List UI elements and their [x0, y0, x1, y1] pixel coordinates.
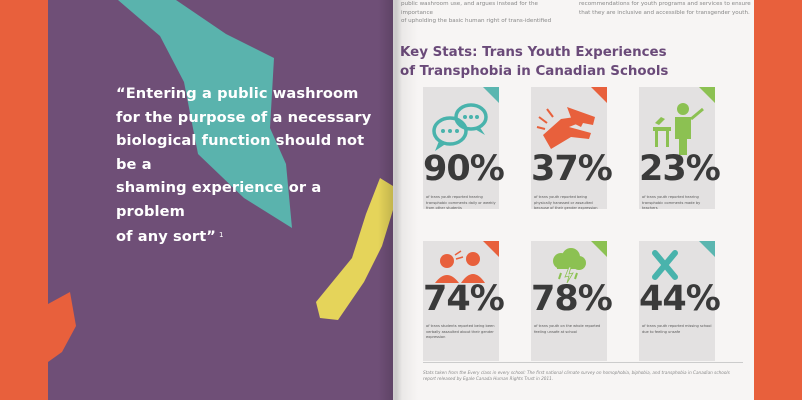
footnote-marker: 1 [218, 230, 224, 239]
verbal-assault-icon [435, 250, 485, 283]
text-line: public washroom use, and argues instead … [401, 1, 538, 16]
text-line: recommendations for youth programs and s… [579, 1, 751, 7]
corner-accent [699, 241, 715, 257]
quote-line: biological function should not be a [116, 132, 365, 173]
stat-description: of trans youth reported missing school d… [642, 324, 712, 334]
footnote-divider [423, 362, 743, 363]
stat-description: of trans youth reported hearing transpho… [642, 195, 701, 211]
stat-description: of trans youth reported hearing transpho… [426, 195, 496, 211]
stat-card: 90% of trans youth reported hearing tran… [423, 87, 505, 211]
orange-shape [48, 292, 76, 362]
pull-quote: “Entering a public washroom for the purp… [116, 82, 386, 248]
corner-accent [591, 241, 607, 257]
teal-shape [118, 0, 292, 228]
page-gutter-shadow [378, 0, 418, 400]
stat-percent: 74% [423, 279, 505, 319]
decorative-shapes [48, 0, 393, 362]
title-line: of Transphobia in Canadian Schools [400, 64, 669, 79]
speech-bubbles-icon [432, 103, 488, 151]
stat-percent: 37% [531, 149, 613, 189]
storm-cloud-icon [553, 248, 586, 283]
yellow-shape [316, 178, 393, 320]
stat-card: 74% of trans students reported being bee… [423, 241, 505, 361]
x-mark-icon [652, 250, 678, 280]
right-page: public washroom use, and argues instead … [393, 0, 754, 400]
stat-percent: 23% [639, 149, 721, 189]
left-page: “Entering a public washroom for the purp… [48, 0, 393, 400]
title-line: Key Stats: Trans Youth Experiences [400, 45, 667, 60]
stat-description: of trans students reported being been ve… [426, 324, 495, 340]
quote-line: for the purpose of a necessary [116, 108, 372, 126]
corner-accent [699, 87, 715, 103]
magazine-spread: “Entering a public washroom for the purp… [48, 0, 754, 400]
hand-grab-icon [536, 107, 595, 149]
quote-line-text: of any sort” [116, 227, 216, 245]
stat-percent: 44% [639, 279, 721, 319]
body-text-left: public washroom use, and argues instead … [401, 0, 561, 26]
corner-accent [483, 87, 499, 103]
stat-percent: 90% [423, 149, 505, 189]
stat-card: 78% of trans youth on the whole reported… [531, 241, 613, 361]
text-line: that they are inclusive and accessible f… [579, 9, 750, 16]
stat-description: of trans youth reported being physically… [534, 195, 598, 211]
corner-accent [591, 87, 607, 103]
teacher-icon [653, 103, 704, 155]
text-line: of upholding the basic human right of tr… [401, 18, 552, 24]
quote-line: “Entering a public washroom [116, 85, 359, 102]
stat-card: 37% of trans youth reported being physic… [531, 87, 613, 211]
stat-percent: 78% [531, 279, 613, 319]
quote-line: shaming experience or a problem [116, 179, 322, 220]
body-text-right: recommendations for youth programs and s… [579, 0, 751, 17]
corner-accent [483, 241, 499, 257]
quote-line: of any sort” 1 [116, 224, 386, 249]
stat-card: 44% of trans youth reported missing scho… [639, 241, 721, 361]
stats-title: Key Stats: Trans Youth Experiences of Tr… [400, 43, 700, 81]
stats-footnote: Stats taken from the Every class in ever… [423, 370, 730, 382]
stat-card: 23% of trans youth reported hearing tran… [639, 87, 721, 211]
stat-description: of trans youth on the whole reported fee… [534, 324, 601, 334]
